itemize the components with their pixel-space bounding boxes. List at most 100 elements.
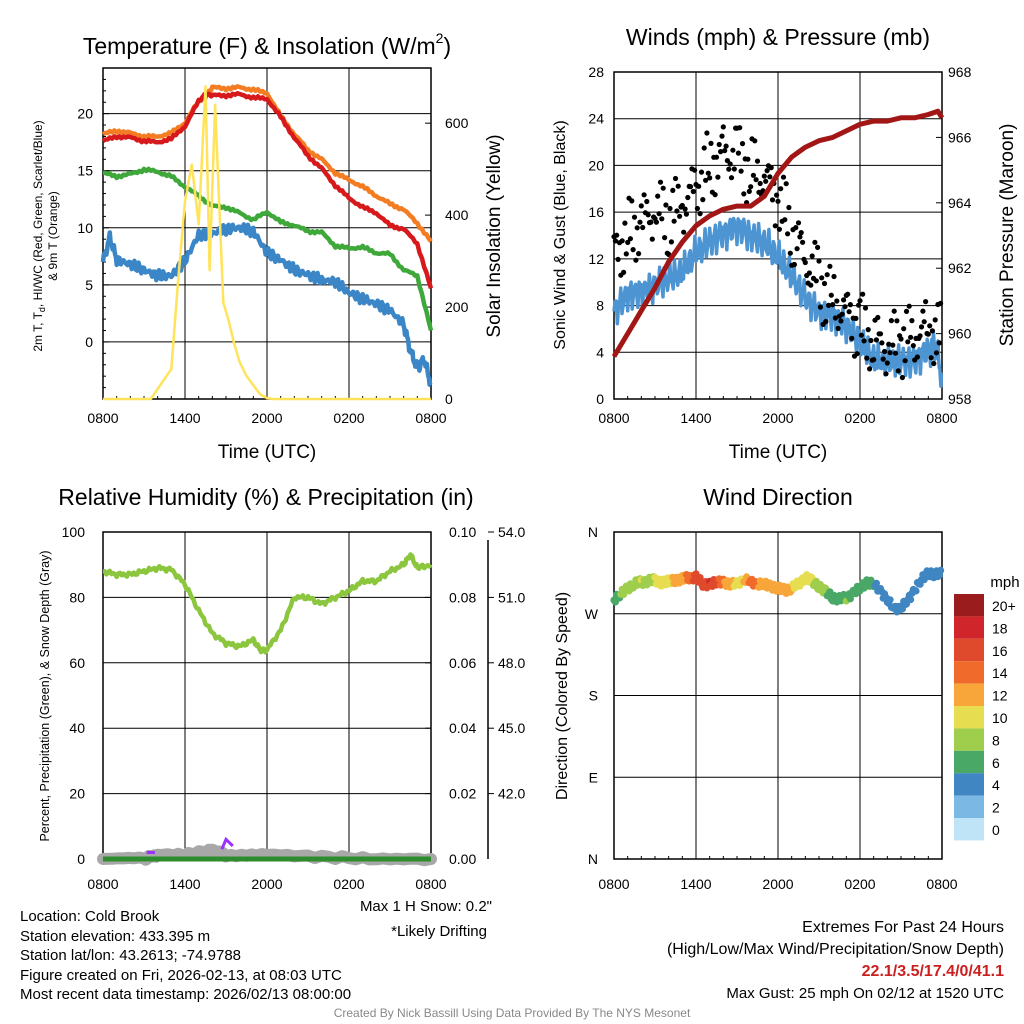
series-line (102, 166, 434, 332)
y2-tick-label: 0.08 (449, 589, 476, 605)
gust-point (694, 205, 701, 212)
gust-point (713, 154, 720, 160)
series-line (103, 85, 431, 401)
gust-point (862, 305, 869, 311)
x-tick-label: 1400 (680, 410, 711, 426)
gust-point (668, 239, 675, 245)
gust-point (645, 212, 651, 218)
y3-tick-label: 42.0 (498, 786, 525, 802)
y-tick-label: 0 (85, 334, 93, 350)
gust-point (670, 187, 676, 193)
series-line (101, 84, 433, 243)
gust-point (752, 138, 758, 144)
gust-point (648, 219, 654, 225)
drifting-note: *Likely Drifting (391, 923, 487, 940)
x-tick-label: 0800 (926, 876, 957, 892)
gust-point (769, 197, 776, 203)
y-tick-label: 24 (588, 111, 604, 127)
winds-y-label: Sonic Wind & Gust (Blue, Black) (552, 120, 569, 349)
gust-point (927, 323, 933, 329)
gust-point (685, 194, 691, 201)
gust-point (936, 340, 942, 346)
gust-point (828, 292, 834, 298)
gust-point (708, 140, 714, 146)
direction-tick-label: S (589, 688, 598, 704)
winds-panel: Winds (mph) & Pressure (mb) Time (UTC) S… (552, 24, 1018, 463)
x-tick-label: 1400 (680, 876, 711, 892)
y2-tick-label: 968 (948, 64, 972, 80)
series-line (100, 222, 433, 388)
gust-point (802, 259, 808, 266)
gust-point (879, 340, 885, 346)
y2-tick-label: 0.04 (449, 720, 476, 736)
y3-tick-label: 54.0 (498, 524, 525, 540)
gust-point (824, 272, 830, 278)
gust-point (748, 184, 754, 190)
gust-point (763, 178, 769, 184)
gust-point (671, 218, 677, 224)
gust-point (667, 205, 673, 212)
x-tick-label: 0800 (87, 876, 118, 892)
legend-label: 14 (992, 665, 1008, 681)
gust-point (767, 174, 773, 180)
gust-point (619, 238, 625, 244)
gust-point (914, 354, 921, 360)
gust-point (727, 161, 733, 167)
gust-point (815, 244, 821, 250)
y-tick-label: 60 (69, 655, 85, 671)
gust-point (895, 368, 901, 374)
x-tick-label: 0200 (844, 876, 875, 892)
x-tick-label: 2000 (762, 876, 793, 892)
x-tick-label: 1400 (169, 410, 200, 426)
gust-point (918, 324, 925, 330)
gust-point (854, 351, 860, 357)
extremes-title: Extremes For Past 24 Hours (802, 919, 1004, 936)
gust-point (623, 251, 629, 257)
gust-point (906, 303, 912, 309)
gust-point (659, 216, 665, 222)
gust-point (882, 348, 888, 355)
gust-point (899, 374, 906, 381)
y-tick-label: 20 (69, 786, 85, 802)
gust-point (898, 336, 904, 342)
y-tick-label: 80 (69, 589, 85, 605)
max-gust: Max Gust: 25 mph On 02/12 at 1520 UTC (726, 985, 1004, 1002)
x-tick-label: 2000 (251, 876, 282, 892)
gust-point (722, 148, 728, 154)
gust-point (719, 133, 725, 139)
y-tick-label: 5 (85, 277, 93, 293)
figure-created: Figure created on Fri, 2026-02-13, at 08… (20, 966, 342, 984)
gust-point (808, 282, 814, 288)
direction-point (912, 587, 920, 595)
x-tick-label: 0800 (415, 876, 446, 892)
y2-tick-label: 962 (948, 260, 972, 276)
y-tick-label: 40 (69, 720, 85, 736)
sonic-wind-line (612, 216, 944, 388)
y3-tick-label: 45.0 (498, 720, 525, 736)
y2-tick-label: 964 (948, 195, 972, 211)
gust-point (794, 246, 800, 252)
legend-label: 0 (992, 822, 1000, 838)
extremes-box: Extremes For Past 24 Hours (High/Low/Max… (667, 917, 1004, 1005)
winds-x-label: Time (UTC) (729, 442, 828, 463)
insolation-y-label: Solar Insolation (Yellow) (484, 134, 505, 337)
gust-point (754, 158, 761, 164)
gust-point (798, 230, 804, 236)
pressure-y-label: Station Pressure (Maroon) (997, 124, 1018, 347)
gust-point (857, 298, 863, 304)
pressure-line (611, 108, 945, 358)
x-tick-label: 0800 (87, 410, 118, 426)
gust-point (615, 256, 621, 262)
gust-point (656, 211, 662, 217)
gust-point (931, 360, 937, 367)
gust-point (750, 172, 757, 178)
wind-direction-panel: Wind Direction Direction (Colored By Spe… (554, 484, 1020, 892)
gust-point (630, 247, 636, 253)
y2-tick-label: 0.10 (449, 524, 476, 540)
direction-point (937, 566, 945, 575)
gust-point (631, 214, 638, 220)
gust-point (835, 325, 841, 331)
gust-point (764, 168, 770, 174)
y2-tick-label: 0.02 (449, 786, 476, 802)
gust-point (728, 175, 735, 181)
